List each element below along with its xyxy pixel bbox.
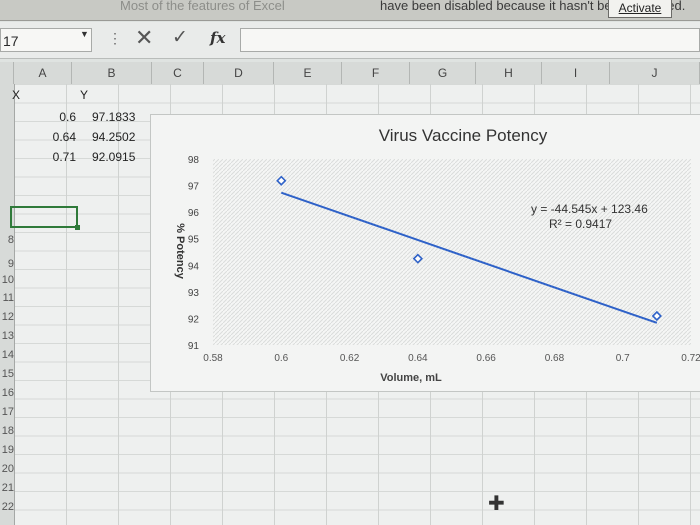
- chart-title: Virus Vaccine Potency: [379, 126, 548, 145]
- insert-function-icon[interactable]: fx: [210, 29, 226, 47]
- y-tick-label: 98: [188, 155, 200, 166]
- cell-a4[interactable]: 0.71: [52, 150, 76, 164]
- row-header[interactable]: 18: [1, 425, 14, 437]
- row-header[interactable]: 10: [1, 274, 14, 286]
- row-header[interactable]: 16: [1, 387, 14, 399]
- x-tick-label: 0.64: [408, 353, 428, 364]
- activation-notice-bar: Most of the features of Excel have been …: [0, 0, 700, 21]
- checkmark-icon[interactable]: ✓: [172, 27, 188, 48]
- y-tick-label: 93: [188, 288, 200, 299]
- column-header-f[interactable]: F: [342, 62, 410, 84]
- cell-a1[interactable]: X: [12, 88, 21, 102]
- formula-bar: 17 ▼ ⋮ ✕ ✓ fx: [0, 22, 700, 59]
- cursor-plus-icon: ✚: [488, 493, 505, 515]
- data-point[interactable]: [412, 253, 423, 264]
- cell-a3[interactable]: 0.64: [52, 130, 76, 144]
- row-header[interactable]: 11: [2, 292, 14, 304]
- x-axis-label: Volume, mL: [380, 372, 442, 384]
- chevron-down-icon[interactable]: ▼: [80, 29, 89, 39]
- cell-b3[interactable]: 94.2502: [92, 130, 136, 144]
- column-header-h[interactable]: H: [476, 62, 542, 84]
- column-header-g[interactable]: G: [410, 62, 476, 84]
- x-tick-label: 0.7: [616, 353, 630, 364]
- more-dots-icon[interactable]: ⋮: [108, 30, 122, 46]
- cell-a2[interactable]: 0.6: [59, 110, 76, 124]
- row-header[interactable]: 14: [1, 349, 14, 361]
- y-tick-label: 95: [188, 235, 200, 246]
- row-header[interactable]: 9: [7, 258, 14, 270]
- row-header[interactable]: 22: [1, 501, 14, 513]
- data-point[interactable]: [651, 310, 662, 322]
- row-header[interactable]: 21: [1, 482, 14, 494]
- scatter-chart[interactable]: Virus Vaccine Potency % Potency Volume, …: [151, 115, 700, 391]
- activate-button[interactable]: Activate: [608, 0, 672, 18]
- x-tick-label: 0.6: [274, 353, 288, 364]
- cell-b4[interactable]: 92.0915: [92, 150, 136, 164]
- y-tick-label: 92: [188, 314, 200, 325]
- column-header-j[interactable]: J: [610, 62, 700, 84]
- column-header-b[interactable]: B: [72, 62, 152, 84]
- x-tick-label: 0.62: [340, 353, 360, 364]
- column-headers: A B C D E F G H I J: [0, 62, 700, 85]
- cell-b2[interactable]: 97.1833: [92, 110, 136, 124]
- y-tick-label: 96: [188, 208, 200, 219]
- row-header[interactable]: 8: [7, 234, 14, 246]
- select-all-corner[interactable]: [0, 62, 14, 84]
- y-tick-label: 97: [188, 182, 200, 193]
- column-header-c[interactable]: C: [152, 62, 204, 84]
- row-header[interactable]: 13: [1, 330, 14, 342]
- y-axis-label: % Potency: [174, 223, 186, 280]
- row-header[interactable]: 17: [1, 406, 14, 418]
- column-header-e[interactable]: E: [274, 62, 342, 84]
- row-header[interactable]: 15: [1, 368, 14, 380]
- x-tick-label: 0.68: [545, 353, 565, 364]
- notice-faded-text: Most of the features of Excel: [120, 0, 285, 13]
- column-header-d[interactable]: D: [204, 62, 274, 84]
- row-header[interactable]: 19: [1, 444, 14, 456]
- y-tick-label: 94: [188, 261, 200, 272]
- cell-b1[interactable]: Y: [80, 88, 89, 102]
- cancel-icon[interactable]: ✕: [135, 25, 154, 50]
- trendline-r-squared: R² = 0.9417: [549, 217, 612, 231]
- x-tick-label: 0.58: [203, 353, 223, 364]
- row-header[interactable]: 12: [1, 311, 14, 323]
- x-tick-label: 0.66: [476, 353, 496, 364]
- trendline[interactable]: [280, 191, 658, 324]
- active-cell-selection[interactable]: [10, 206, 80, 230]
- row-header[interactable]: 20: [1, 463, 14, 475]
- y-tick-label: 91: [188, 341, 200, 352]
- name-box[interactable]: 17: [0, 28, 92, 52]
- row-headers: 8 9 10 11 12 13 14 15 16 17 18 19 20 21 …: [0, 84, 15, 525]
- formula-input[interactable]: [240, 28, 700, 52]
- x-tick-label: 0.72: [681, 353, 700, 364]
- data-point[interactable]: [276, 175, 287, 186]
- column-header-a[interactable]: A: [14, 62, 72, 84]
- trendline-equation: y = -44.545x + 123.46: [531, 202, 648, 216]
- fill-handle[interactable]: [75, 225, 80, 230]
- chart-area[interactable]: Virus Vaccine Potency % Potency Volume, …: [150, 114, 700, 392]
- column-header-i[interactable]: I: [542, 62, 610, 84]
